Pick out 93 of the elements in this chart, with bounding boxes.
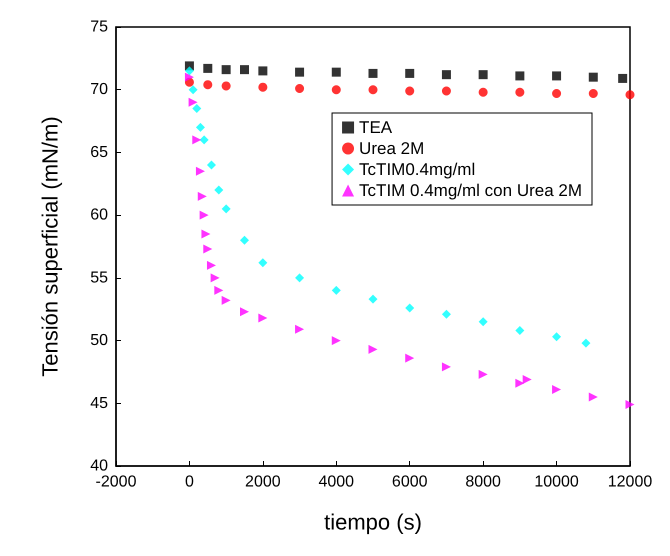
point [405, 86, 414, 96]
point [478, 70, 488, 80]
point [295, 68, 304, 77]
point [295, 273, 304, 282]
y-tick-label: 50 [90, 332, 108, 350]
y-tick-label: 75 [90, 18, 108, 36]
x-tick-label: -2000 [96, 474, 137, 490]
point [192, 104, 202, 114]
point [581, 338, 590, 348]
legend-label: TEA [359, 118, 393, 137]
point [332, 85, 341, 94]
point [192, 135, 202, 144]
point [184, 72, 194, 82]
point [626, 90, 634, 100]
point [258, 313, 268, 322]
point [368, 344, 378, 354]
y-tick-label: 45 [90, 394, 108, 412]
point [210, 273, 220, 282]
point [442, 86, 451, 96]
point [203, 244, 212, 254]
point [522, 374, 532, 384]
point [478, 317, 488, 326]
point [552, 332, 562, 342]
x-tick-label: 12000 [608, 474, 652, 490]
y-tick-label: 60 [90, 206, 108, 224]
legend-label: TcTIM0.4mg/ml [359, 160, 476, 179]
point [515, 326, 524, 336]
point [588, 392, 598, 402]
x-tick-label: 0 [184, 474, 194, 490]
point [295, 324, 304, 334]
point [258, 258, 268, 268]
point [222, 296, 231, 305]
point [222, 204, 231, 214]
point [295, 84, 304, 93]
point [618, 74, 628, 83]
point [188, 85, 198, 94]
point [368, 85, 378, 94]
point [515, 378, 524, 388]
point [188, 98, 198, 107]
point [222, 65, 231, 74]
point [478, 88, 488, 97]
point [552, 71, 562, 80]
point [552, 384, 562, 394]
point [201, 229, 210, 238]
point [206, 160, 216, 170]
point [478, 370, 488, 379]
point [240, 236, 249, 245]
point [588, 72, 598, 82]
point [222, 81, 231, 90]
point [405, 354, 414, 363]
y-tick-label: 70 [90, 81, 108, 98]
point [332, 336, 341, 346]
point [405, 68, 414, 78]
point [332, 286, 341, 295]
point [626, 400, 634, 410]
legend-label: TcTIM 0.4mg/ml con Urea 2M [359, 181, 582, 200]
point [240, 307, 249, 316]
point [258, 66, 268, 76]
point [200, 135, 209, 144]
point [442, 310, 451, 319]
point [196, 166, 205, 176]
x-tick-label: 8000 [465, 474, 502, 490]
point [332, 68, 341, 77]
y-tick-label: 65 [90, 144, 108, 161]
point [203, 80, 212, 90]
x-tick-label: 4000 [318, 474, 354, 490]
y-tick-label: 55 [90, 269, 108, 286]
point [206, 260, 216, 270]
point [196, 122, 205, 132]
point [368, 294, 378, 304]
point [442, 70, 451, 80]
x-tick-label: 2000 [245, 474, 281, 490]
x-tick-label: 10000 [534, 474, 579, 490]
point [214, 286, 224, 295]
point [214, 186, 224, 195]
point [200, 210, 209, 220]
x-tick-label: 6000 [392, 474, 428, 490]
legend-label: Urea 2M [359, 139, 424, 158]
point [552, 88, 562, 98]
point [588, 88, 598, 98]
point [198, 192, 207, 201]
point [442, 362, 451, 372]
y-tick-label: 40 [90, 458, 108, 474]
point [240, 65, 249, 74]
x-axis-title: tiempo (s) [324, 510, 422, 534]
point [203, 64, 212, 73]
y-axis-title: Tensión superficial (mN/m) [38, 116, 62, 377]
point [515, 71, 524, 80]
point [368, 68, 378, 78]
point [515, 88, 524, 97]
point [258, 82, 268, 92]
point [405, 303, 414, 312]
point [184, 66, 194, 76]
